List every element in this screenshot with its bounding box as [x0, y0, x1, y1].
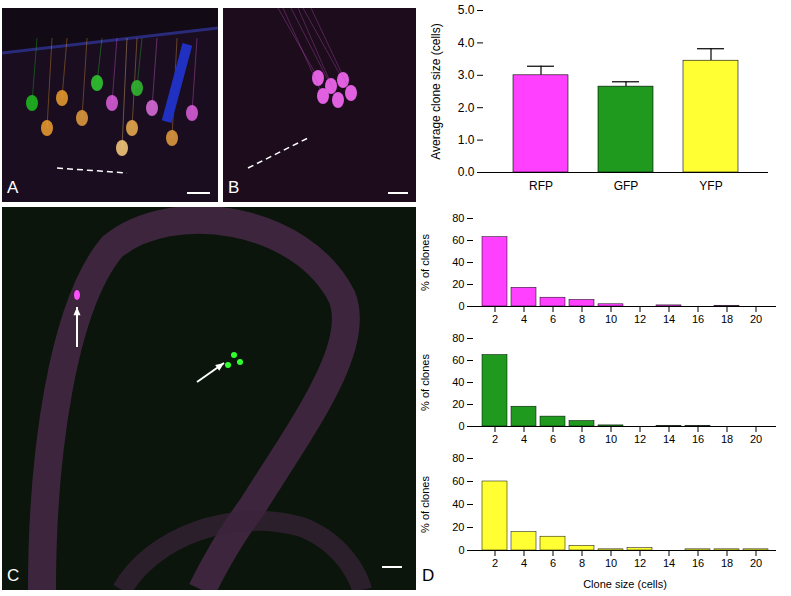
svg-text:% of clones: % of clones — [419, 234, 431, 291]
svg-text:2: 2 — [492, 557, 498, 569]
svg-text:8: 8 — [579, 557, 585, 569]
svg-text:RFP: RFP — [529, 179, 553, 193]
svg-text:Clone size (cells): Clone size (cells) — [583, 578, 667, 590]
svg-text:60: 60 — [452, 234, 464, 246]
svg-text:16: 16 — [692, 557, 704, 569]
svg-text:1.0: 1.0 — [458, 133, 475, 147]
svg-text:10: 10 — [605, 313, 617, 325]
svg-text:0.0: 0.0 — [458, 165, 475, 179]
svg-text:20: 20 — [452, 398, 464, 410]
svg-text:40: 40 — [452, 256, 464, 268]
svg-text:4: 4 — [521, 313, 527, 325]
svg-text:8: 8 — [579, 433, 585, 445]
html-text:B: B — [228, 178, 240, 197]
svg-text:60: 60 — [452, 354, 464, 366]
svg-text:18: 18 — [721, 557, 733, 569]
html-text:C: C — [7, 566, 20, 585]
svg-text:12: 12 — [634, 557, 646, 569]
svg-text:40: 40 — [452, 498, 464, 510]
svg-text:18: 18 — [721, 313, 733, 325]
svg-text:2: 2 — [492, 313, 498, 325]
svg-text:20: 20 — [452, 521, 464, 533]
svg-text:5.0: 5.0 — [458, 3, 475, 17]
svg-text:14: 14 — [663, 433, 675, 445]
svg-text:14: 14 — [663, 313, 675, 325]
svg-text:4: 4 — [521, 557, 527, 569]
svg-text:16: 16 — [692, 313, 704, 325]
svg-text:4.0: 4.0 — [458, 36, 475, 50]
svg-text:GFP: GFP — [614, 179, 639, 193]
svg-text:16: 16 — [692, 433, 704, 445]
svg-text:3.0: 3.0 — [458, 68, 475, 82]
svg-text:80: 80 — [452, 332, 464, 344]
svg-text:YFP: YFP — [699, 179, 722, 193]
svg-text:0: 0 — [458, 544, 464, 556]
svg-text:2: 2 — [492, 433, 498, 445]
svg-text:80: 80 — [452, 452, 464, 464]
svg-text:12: 12 — [634, 313, 646, 325]
svg-text:18: 18 — [721, 433, 733, 445]
svg-text:% of clones: % of clones — [419, 476, 431, 533]
svg-text:20: 20 — [452, 278, 464, 290]
svg-text:6: 6 — [550, 313, 556, 325]
svg-text:12: 12 — [634, 433, 646, 445]
svg-text:20: 20 — [750, 313, 762, 325]
svg-text:0: 0 — [458, 420, 464, 432]
svg-text:20: 20 — [750, 557, 762, 569]
svg-text:Average clone size (cells): Average clone size (cells) — [429, 23, 443, 160]
svg-text:0: 0 — [458, 300, 464, 312]
svg-text:10: 10 — [605, 433, 617, 445]
html-text:D: D — [422, 566, 435, 585]
svg-text:% of clones: % of clones — [419, 354, 431, 411]
svg-text:8: 8 — [579, 313, 585, 325]
svg-text:6: 6 — [550, 557, 556, 569]
svg-text:20: 20 — [750, 433, 762, 445]
svg-text:2.0: 2.0 — [458, 101, 475, 115]
svg-text:60: 60 — [452, 475, 464, 487]
svg-text:80: 80 — [452, 212, 464, 224]
svg-text:10: 10 — [605, 557, 617, 569]
svg-text:40: 40 — [452, 376, 464, 388]
svg-text:6: 6 — [550, 433, 556, 445]
html-text:A: A — [7, 178, 19, 197]
svg-text:14: 14 — [663, 557, 675, 569]
svg-text:4: 4 — [521, 433, 527, 445]
